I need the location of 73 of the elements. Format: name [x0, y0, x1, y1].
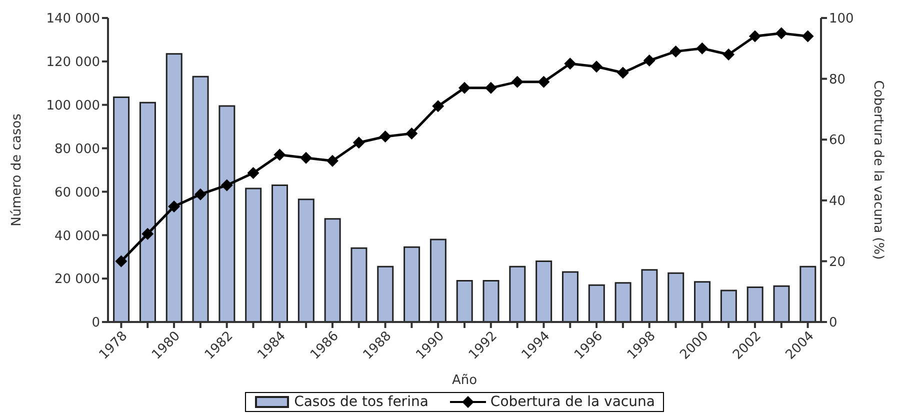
bar — [562, 271, 578, 322]
point — [616, 66, 629, 79]
bar — [720, 290, 737, 322]
bar — [641, 269, 658, 322]
point — [538, 76, 550, 88]
point — [670, 45, 682, 58]
y2-tick-label: 100 — [829, 12, 854, 27]
point — [484, 82, 497, 94]
y-tick-label: 20 000 — [54, 272, 100, 288]
y-axis-title: Número de casos — [10, 113, 25, 226]
point — [564, 58, 576, 70]
point — [247, 167, 260, 180]
bar — [218, 105, 236, 322]
bar — [668, 272, 684, 322]
point — [115, 255, 128, 268]
y-tick-label: 140 000 — [46, 12, 100, 27]
bar — [614, 282, 632, 322]
y2-tick-label: 80 — [829, 72, 846, 88]
bar — [324, 218, 341, 322]
point — [432, 100, 444, 112]
point — [748, 30, 761, 42]
bar — [350, 247, 368, 322]
y-tick-label: 0 — [92, 316, 100, 331]
point — [326, 154, 338, 167]
bar — [139, 102, 156, 322]
y-tick-label: 40 000 — [54, 228, 100, 244]
y2-tick-label: 20 — [829, 254, 846, 270]
bar — [404, 246, 420, 322]
bar — [456, 280, 473, 322]
point — [722, 48, 735, 60]
bar — [272, 184, 288, 322]
y2-tick-label: 40 — [829, 194, 846, 210]
legend-label: Cobertura de la vacuna — [489, 394, 655, 410]
bar — [746, 286, 764, 322]
point — [406, 128, 418, 140]
x-axis-title: Año — [452, 373, 478, 388]
point — [142, 228, 154, 240]
y-tick-label: 60 000 — [54, 185, 100, 200]
bar — [298, 198, 314, 322]
point — [590, 60, 603, 73]
y2-tick-label: 0 — [829, 316, 838, 331]
point — [643, 54, 656, 67]
bar — [536, 260, 552, 322]
point — [775, 27, 788, 40]
bar — [430, 238, 446, 322]
point — [802, 30, 814, 42]
point — [194, 188, 206, 200]
bar — [588, 284, 605, 322]
point — [274, 148, 286, 161]
bar — [166, 53, 182, 322]
y2-axis-title: Cobertura de la vacuna (%) — [870, 80, 886, 260]
y2-tick-label: 60 — [829, 133, 846, 148]
bar — [482, 280, 500, 322]
point — [352, 136, 365, 149]
legend-label: Casos de tos ferina — [293, 394, 428, 410]
point — [458, 82, 470, 94]
point — [220, 179, 233, 192]
bar — [509, 266, 526, 322]
point — [168, 200, 180, 212]
bar — [245, 188, 262, 322]
y-tick-label: 120 000 — [46, 55, 100, 70]
bar — [694, 281, 711, 322]
bar — [192, 76, 209, 322]
point — [379, 130, 392, 143]
y-tick-label: 100 000 — [46, 98, 100, 114]
point — [300, 152, 312, 164]
y-tick-label: 80 000 — [54, 142, 100, 157]
bar — [800, 266, 816, 322]
bar — [773, 285, 790, 322]
point — [696, 42, 708, 54]
bar — [377, 266, 394, 322]
bar — [113, 96, 130, 322]
point — [511, 76, 524, 88]
